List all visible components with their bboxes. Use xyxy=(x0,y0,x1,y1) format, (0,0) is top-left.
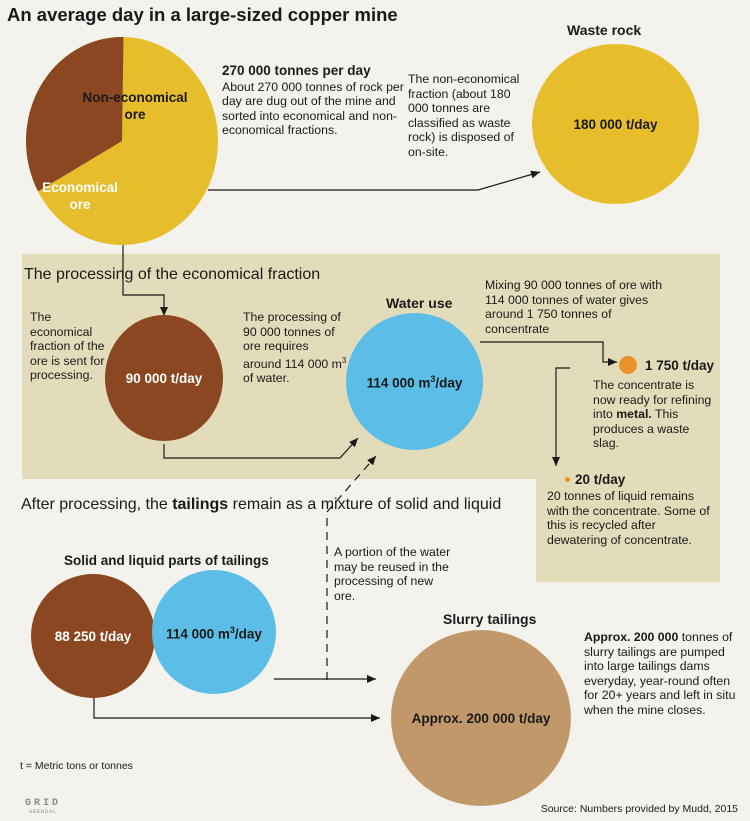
arrow-solid-to-slurry xyxy=(93,694,380,722)
waste-rock-heading: Waste rock xyxy=(567,22,642,38)
concentrate-value: 1 750 t/day xyxy=(645,358,715,373)
waste-rock-text: The non-economical fraction (about 180 0… xyxy=(408,72,520,159)
slurry-tailings-circle: Approx. 200 000 t/day xyxy=(391,630,571,806)
arrow-to-concentrate xyxy=(480,341,617,366)
logo-subtext: ARENDAL xyxy=(28,809,57,815)
waste-rock-circle: 180 000 t/day xyxy=(532,44,699,204)
slurry-text-rest: tonnes of slurry tailings are pumped int… xyxy=(584,630,736,717)
liquid-tailings-circle: 114 000 m3/day xyxy=(152,570,276,694)
concentrate-text: The concentrate is now ready for refinin… xyxy=(593,378,718,451)
pie-economical-slice xyxy=(25,37,124,192)
slurry-tailings-heading: Slurry tailings xyxy=(443,611,537,627)
economical-ore-circle: 90 000 t/day xyxy=(105,315,223,441)
pie-economical-label: Economical ore xyxy=(42,180,118,212)
processing-panel-extension xyxy=(536,470,720,582)
liquid-tailings-value-pre: 114 000 m xyxy=(166,626,230,642)
requires-text-sup: 3 xyxy=(341,355,347,365)
arrow-to-waste-rock xyxy=(208,170,541,191)
mixing-text: Mixing 90 000 tonnes of ore with 114 000… xyxy=(485,278,663,336)
processing-sent-text: The economical fraction of the ore is se… xyxy=(30,310,105,382)
water-use-circle: 114 000 m3/day xyxy=(346,313,483,450)
after-heading-pre: After processing, the xyxy=(21,496,173,513)
page-title: An average day in a large-sized copper m… xyxy=(7,4,398,25)
liquid-dot xyxy=(565,477,570,482)
requires-text-pre: The processing of 90 000 tonnes of ore r… xyxy=(243,310,342,371)
after-heading-bold: tailings xyxy=(172,496,229,513)
after-heading-post: remain as a mixture of solid and liquid xyxy=(228,496,502,513)
liquid-tailings-value-post: /day xyxy=(234,626,262,642)
requires-text-post: of water. xyxy=(243,371,290,386)
arrow-to-economical xyxy=(122,244,168,316)
water-use-value-sup: 3 xyxy=(430,374,436,385)
solid-tailings-value: 88 250 t/day xyxy=(54,628,132,644)
waste-rock-value: 180 000 t/day xyxy=(573,116,658,132)
arrow-to-liquid xyxy=(552,367,570,466)
concentrate-text-pre: The concentrate is now ready for refinin… xyxy=(593,378,712,421)
intro-block: 270 000 tonnes per day About 270 000 ton… xyxy=(222,63,404,138)
solid-tailings-circle: 88 250 t/day xyxy=(31,574,155,698)
intro-heading: 270 000 tonnes per day xyxy=(222,63,371,78)
liquid-value: 20 t/day xyxy=(575,472,626,487)
after-processing-heading: After processing, the tailings remain as… xyxy=(21,496,501,514)
processing-heading: The processing of the economical fractio… xyxy=(24,266,321,283)
source-note: Source: Numbers provided by Mudd, 2015 xyxy=(540,803,738,815)
slurry-tailings-text: Approx. 200 000 tonnes of slurry tailing… xyxy=(584,630,744,717)
concentrate-text-post: This produces a waste slag. xyxy=(593,407,690,450)
tailings-parts-heading: Solid and liquid parts of tailings xyxy=(64,553,269,568)
water-reuse-text: A portion of the water may be reused in … xyxy=(334,545,451,603)
liquid-text: 20 tonnes of liquid remains with the con… xyxy=(547,489,710,547)
slurry-text-bold: Approx. 200 000 xyxy=(584,630,679,644)
concentrate-text-bold: metal. xyxy=(616,407,652,421)
water-use-heading: Water use xyxy=(386,295,453,311)
liquid-tailings-value-sup: 3 xyxy=(229,624,235,635)
processing-requires-text: The processing of 90 000 tonnes of ore r… xyxy=(243,310,347,386)
concentrate-dot xyxy=(619,356,637,374)
intro-body: About 270 000 tonnes of rock per day are… xyxy=(222,79,404,138)
logo-text: GRID xyxy=(24,798,61,809)
rock-fraction-pie xyxy=(25,37,218,245)
footnote: t = Metric tons or tonnes xyxy=(20,760,133,772)
water-use-value-post: /day xyxy=(435,375,463,391)
grid-arendal-logo: GRID ARENDAL xyxy=(18,798,68,815)
economical-ore-value: 90 000 t/day xyxy=(125,370,203,386)
water-use-value-pre: 114 000 m xyxy=(366,375,431,391)
arrow-to-water-use xyxy=(163,437,359,459)
reuse-dashed-arrow xyxy=(326,455,377,680)
slurry-tailings-value: Approx. 200 000 t/day xyxy=(411,710,551,726)
pie-non-economical-label: Non-economical ore xyxy=(82,90,188,122)
